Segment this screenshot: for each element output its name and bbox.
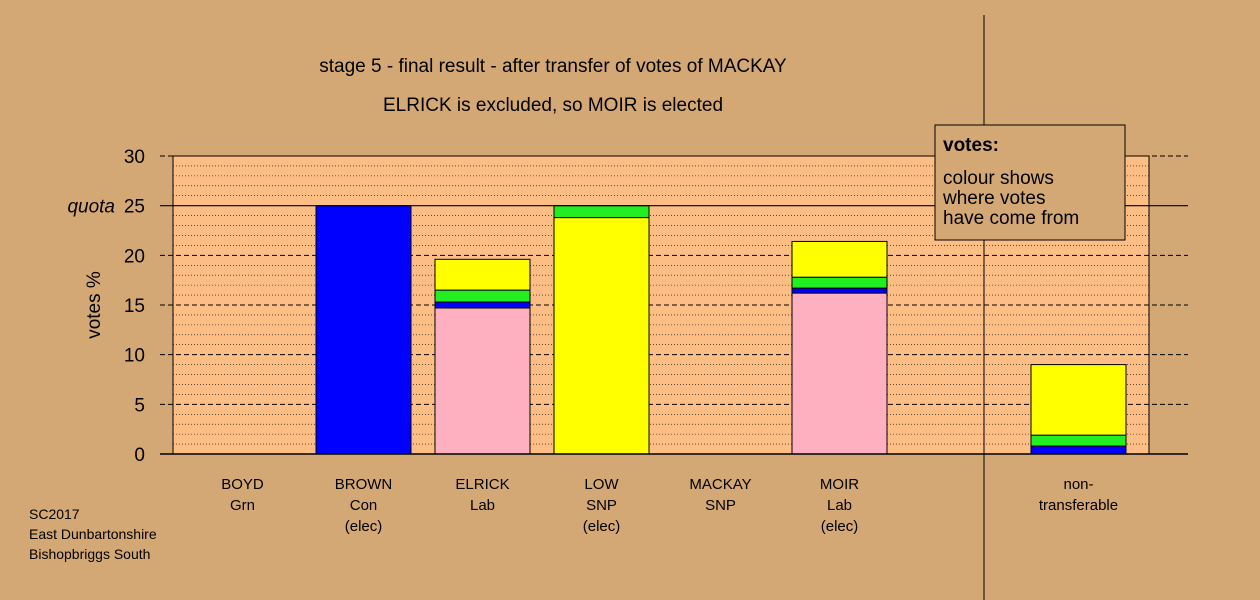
category-label: SNP: [586, 497, 617, 514]
chart-subtitle: ELRICK is excluded, so MOIR is elected: [383, 95, 723, 116]
y-tick-labels: 0 5 10 15 20 25 30: [124, 147, 145, 466]
y-tick-label: 20: [124, 246, 145, 267]
category-label: (elec): [345, 518, 383, 535]
y-tick-label: 0: [134, 445, 145, 466]
category-label: Lab: [470, 497, 495, 514]
bar-segment: [1030, 364, 1127, 436]
bar-segment: [791, 276, 888, 289]
axes: [160, 15, 1188, 600]
bar-segment: [1030, 434, 1127, 447]
legend-line: have come from: [943, 208, 1079, 229]
legend-heading: votes:: [943, 135, 999, 156]
category-label: BOYD: [221, 476, 264, 493]
category-label: LOW: [584, 476, 619, 493]
y-tick-label: 15: [124, 296, 145, 317]
category-label: non-: [1063, 476, 1093, 493]
y-tick-label: 25: [124, 197, 145, 218]
legend: votes: colour shows where votes have com…: [934, 124, 1126, 241]
quota-label: quota: [67, 197, 115, 218]
category-label: Con: [350, 497, 378, 514]
legend-line: where votes: [942, 188, 1045, 209]
bar-segment: [1030, 445, 1127, 455]
category-label: SNP: [705, 497, 736, 514]
bar-segment: [315, 205, 412, 455]
source-line: East Dunbartonshire: [29, 526, 157, 542]
category-label: BROWN: [335, 476, 393, 493]
category-label: (elec): [821, 518, 859, 535]
bar-segment: [791, 240, 888, 278]
category-label: Lab: [827, 497, 852, 514]
legend-line: colour shows: [943, 168, 1054, 189]
chart-title: stage 5 - final result - after transfer …: [319, 56, 787, 77]
category-label: MACKAY: [689, 476, 751, 493]
bar-segment: [553, 205, 650, 219]
category-labels: BOYD Grn BROWN Con (elec) ELRICK Lab LOW SNP (ele…: [221, 476, 1118, 535]
y-tick-label: 30: [124, 147, 145, 168]
category-label: transferable: [1039, 497, 1118, 514]
y-tick-label: 10: [124, 346, 145, 367]
bar-segment: [791, 292, 888, 455]
source-line: SC2017: [29, 506, 80, 522]
bar-segment: [434, 301, 531, 309]
bar-segment: [434, 258, 531, 291]
y-tick-label: 5: [134, 395, 145, 416]
bar-segment: [791, 287, 888, 294]
bar-segment: [553, 217, 650, 455]
category-label: MOIR: [820, 476, 859, 493]
bar-segment: [434, 289, 531, 303]
source-note: SC2017 East Dunbartonshire Bishopbriggs …: [29, 506, 157, 562]
y-axis-label: votes %: [84, 271, 105, 339]
category-label: ELRICK: [455, 476, 509, 493]
bars: [315, 205, 1127, 455]
bar-segment: [434, 307, 531, 455]
source-line: Bishopbriggs South: [29, 546, 150, 562]
category-label: (elec): [583, 518, 621, 535]
legend-box: [934, 124, 1126, 241]
category-label: Grn: [230, 497, 255, 514]
